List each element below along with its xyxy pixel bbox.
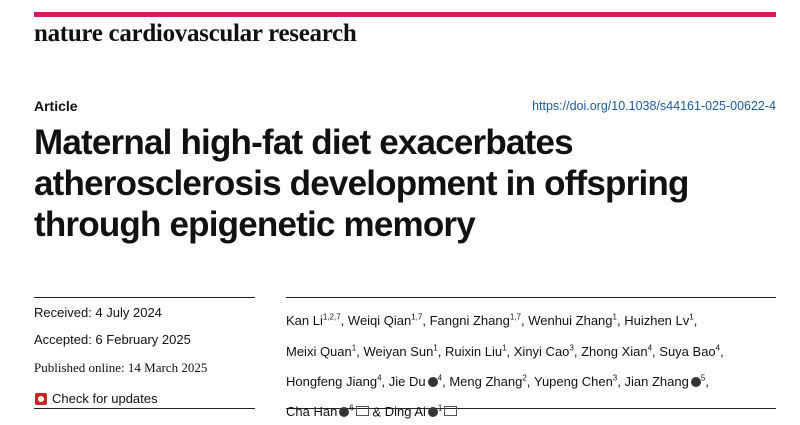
author-name[interactable]: Huizhen Lv — [624, 313, 690, 329]
author[interactable]: Suya Bao4 — [659, 343, 723, 359]
check-icon — [35, 392, 47, 405]
author-name[interactable]: Cha Han — [286, 404, 338, 420]
author[interactable]: Cha Han 6 — [286, 404, 369, 419]
check-updates-text[interactable]: Check for updates — [52, 391, 158, 406]
author-name[interactable]: Ruixin Liu — [444, 343, 503, 359]
author[interactable]: Weiyan Sun1 — [363, 343, 445, 359]
author-name[interactable]: Meixi Quan — [286, 343, 352, 359]
page: nature cardiovascular research Article h… — [34, 12, 776, 420]
author-name[interactable]: Yupeng Chen — [534, 373, 613, 389]
affiliation: 1 — [437, 403, 443, 413]
author[interactable]: Zhong Xian4 — [581, 343, 659, 359]
email-icon[interactable] — [355, 406, 369, 417]
affiliation: 1 — [612, 313, 617, 322]
author[interactable]: Wenhui Zhang1 — [528, 313, 624, 328]
conjunction: & — [372, 404, 382, 420]
affiliation: 4 — [377, 373, 382, 383]
orcid-icon[interactable] — [339, 407, 350, 418]
affiliation: 2 — [522, 373, 527, 383]
divider — [286, 408, 776, 409]
published-date: Published online: 14 March 2025 — [34, 360, 208, 375]
author[interactable]: Kan Li1,2,7 — [286, 313, 348, 328]
author[interactable]: Fangni Zhang1,7 — [430, 313, 529, 328]
author-line: Kan Li1,2,7 Weiqi Qian1,7 Fangni Zhang1,… — [286, 304, 724, 334]
article-type: Article — [34, 98, 78, 114]
affiliation: 1 — [502, 343, 507, 353]
author-name[interactable]: Kan Li — [286, 313, 323, 329]
affiliation: 4 — [437, 373, 443, 383]
author[interactable]: Meixi Quan1 — [286, 343, 363, 359]
author-name[interactable]: Zhong Xian — [581, 343, 648, 359]
author[interactable]: Weiqi Qian1,7 — [348, 313, 430, 328]
author-name[interactable]: Meng Zhang — [449, 373, 523, 389]
affiliation: 4 — [647, 343, 653, 353]
affiliation: 5 — [700, 373, 706, 383]
divider — [34, 297, 255, 298]
doi-link[interactable]: https://doi.org/10.1038/s44161-025-00622… — [532, 99, 776, 113]
author-name[interactable]: Jian Zhang — [624, 373, 689, 389]
author[interactable]: Hongfeng Jiang4 — [286, 374, 389, 389]
author[interactable]: Yupeng Chen3 — [534, 374, 624, 389]
affiliation: 3 — [612, 373, 618, 383]
affiliation: 6 — [349, 403, 354, 413]
author-name[interactable]: Suya Bao — [659, 343, 716, 359]
accepted-date: Accepted: 6 February 2025 — [34, 332, 191, 347]
author-name[interactable]: Weiyan Sun — [363, 343, 434, 359]
received-date: Received: 4 July 2024 — [34, 305, 162, 320]
orcid-icon[interactable] — [427, 376, 438, 387]
author[interactable]: Ruixin Liu1 — [444, 343, 514, 359]
affiliation: 1 — [433, 343, 438, 353]
author-name[interactable]: Wenhui Zhang — [528, 313, 613, 329]
author-name[interactable]: Hongfeng Jiang — [286, 373, 378, 389]
author[interactable]: Ding Ai 1 — [385, 404, 458, 419]
author-line: Hongfeng Jiang4 Jie Du4 Meng Zhang2 Yupe… — [286, 365, 724, 395]
author-name[interactable]: Jie Du — [388, 373, 426, 389]
author[interactable]: Meng Zhang2 — [449, 374, 534, 389]
divider — [34, 408, 255, 409]
divider — [286, 297, 776, 298]
author[interactable]: Jie Du 4 — [389, 374, 450, 389]
author-list: Kan Li1,2,7 Weiqi Qian1,7 Fangni Zhang1,… — [286, 304, 724, 425]
affiliation: 1,7 — [509, 313, 521, 322]
affiliation: 1,7 — [411, 313, 423, 322]
author-name[interactable]: Weiqi Qian — [347, 313, 412, 329]
author[interactable]: Huizhen Lv1 — [624, 313, 697, 328]
affiliation: 1 — [689, 313, 694, 322]
journal-name[interactable]: nature cardiovascular research — [34, 20, 357, 47]
author-line: Meixi Quan1 Weiyan Sun1 Ruixin Liu1 Xiny… — [286, 334, 724, 364]
orcid-icon[interactable] — [690, 376, 701, 387]
author-name[interactable]: Xinyi Cao — [513, 343, 570, 359]
author-name[interactable]: Fangni Zhang — [429, 313, 510, 329]
author[interactable]: Xinyi Cao3 — [513, 343, 581, 359]
affiliation: 4 — [715, 343, 721, 353]
author[interactable]: Jian Zhang 5 — [624, 374, 708, 389]
orcid-icon[interactable] — [427, 407, 438, 418]
accent-bar — [34, 12, 776, 17]
email-icon[interactable] — [444, 406, 458, 417]
affiliation: 3 — [569, 343, 574, 353]
article-title: Maternal high-fat diet exacerbates ather… — [34, 123, 689, 244]
affiliation: 1,2,7 — [322, 313, 341, 322]
affiliation: 1 — [351, 343, 357, 353]
author-name[interactable]: Ding Ai — [384, 404, 426, 420]
check-updates[interactable]: Check for updates — [34, 391, 158, 406]
